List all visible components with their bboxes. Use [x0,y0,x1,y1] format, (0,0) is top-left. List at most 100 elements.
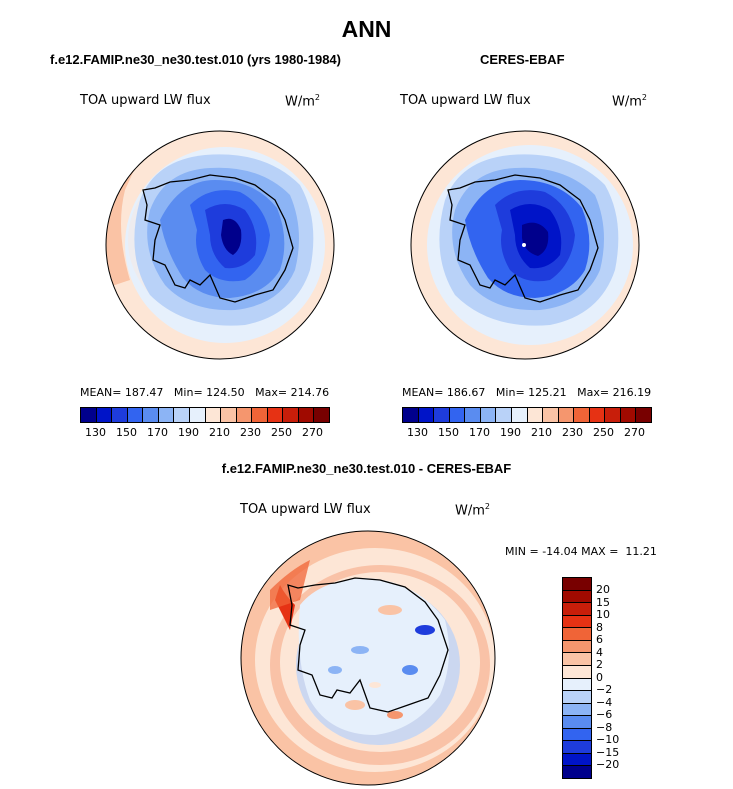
colorbar-swatch [563,578,591,591]
colorbar-swatch [205,408,222,422]
colorbar-swatch [563,741,591,754]
colorbar-swatch [221,408,237,422]
colorbar-swatch [298,408,315,422]
colorbar-swatch [563,691,591,704]
diff-units-label: W/m2 [455,502,490,519]
colorbar-swatch [127,408,144,422]
colorbar-tick-label: 6 [596,633,603,646]
colorbar-swatch [236,408,253,422]
colorbar-tick-label: 270 [624,426,645,439]
colorbar-swatch [563,703,591,717]
model-polar-map [105,130,335,360]
model-units-label: W/m2 [285,93,320,110]
colorbar-tick-label: 130 [407,426,428,439]
colorbar-swatch [563,716,591,729]
colorbar-tick-label: 210 [531,426,552,439]
colorbar-tick-label: 2 [596,658,603,671]
colorbar-tick-label: −4 [596,695,613,709]
colorbar-swatch [563,640,591,654]
colorbar-swatch [563,653,591,666]
colorbar-tick-label: 250 [593,426,614,439]
colorbar-tick-label: −20 [596,758,620,771]
colorbar-swatch [563,753,591,767]
colorbar-tick-label: −2 [596,683,613,696]
colorbar-swatch [112,408,128,422]
colorbar-tick-label: 190 [178,426,199,439]
colorbar-tick-label: 190 [500,426,521,439]
colorbar-tick-label: 8 [596,620,603,634]
colorbar-swatch [558,408,575,422]
diff-colorbar [562,577,592,779]
colorbar-tick-label: 170 [469,426,490,439]
colorbar-tick-label: −8 [596,720,613,734]
colorbar-swatch [511,408,528,422]
colorbar-tick-label: 270 [302,426,323,439]
colorbar-swatch [283,408,299,422]
colorbar-swatch [563,665,591,679]
colorbar-swatch [434,408,450,422]
colorbar-swatch [563,728,591,742]
colorbar-swatch [563,615,591,629]
colorbar-tick-label: −15 [596,745,620,759]
colorbar-tick-label: 15 [596,595,610,609]
diff-colorbar-ticks: 20 15 10 8 6 4 2 0 −2 −4 −6 −8 −10 −15 −20 [596,577,636,777]
obs-panel-title: CERES-EBAF [480,52,565,67]
colorbar-swatch [563,628,591,641]
diff-panel-title: f.e12.FAMIP.ne30_ne30.test.010 - CERES-E… [221,461,512,476]
diff-stats: MIN = -14.04 MAX = 11.21 [505,545,657,558]
obs-units-label: W/m2 [612,93,647,110]
colorbar-swatch [174,408,190,422]
colorbar-swatch [418,408,435,422]
colorbar-swatch [252,408,268,422]
colorbar-swatch [605,408,621,422]
colorbar-swatch [527,408,544,422]
colorbar-swatch [189,408,206,422]
colorbar-swatch [314,408,329,422]
model-stats: MEAN= 187.47 Min= 124.50 Max= 214.76 [80,386,330,399]
colorbar-swatch [543,408,559,422]
colorbar-tick-label: 4 [596,645,603,659]
page-title: ANN [341,16,392,42]
colorbar-swatch [563,678,591,692]
colorbar-swatch [267,408,284,422]
diff-polar-map [240,530,496,786]
colorbar-swatch [143,408,159,422]
colorbar-swatch [465,408,481,422]
colorbar-swatch [589,408,606,422]
obs-polar-map [410,130,640,360]
colorbar-tick-label: 10 [596,608,610,621]
colorbar-tick-label: 150 [116,426,137,439]
colorbar-swatch [636,408,651,422]
diff-variable-label: TOA upward LW flux [240,502,371,517]
colorbar-tick-label: 210 [209,426,230,439]
model-panel-title: f.e12.FAMIP.ne30_ne30.test.010 (yrs 1980… [50,52,341,67]
colorbar-tick-label: −6 [596,708,613,721]
colorbar-swatch [496,408,512,422]
obs-colorbar-ticks: 130 150 170 190 210 230 250 270 [402,426,650,440]
colorbar-tick-label: 230 [240,426,261,439]
colorbar-swatch [96,408,113,422]
colorbar-swatch [563,766,591,778]
colorbar-tick-label: 250 [271,426,292,439]
model-variable-label: TOA upward LW flux [80,93,211,108]
model-colorbar [80,407,330,423]
colorbar-tick-label: −10 [596,733,620,746]
colorbar-swatch [403,408,419,422]
obs-colorbar [402,407,652,423]
colorbar-swatch [574,408,590,422]
colorbar-swatch [480,408,497,422]
colorbar-swatch [158,408,175,422]
colorbar-swatch [563,590,591,604]
obs-stats: MEAN= 186.67 Min= 125.21 Max= 216.19 [402,386,652,399]
colorbar-swatch [563,603,591,616]
colorbar-tick-label: 130 [85,426,106,439]
colorbar-swatch [449,408,466,422]
colorbar-tick-label: 0 [596,670,603,684]
colorbar-tick-label: 150 [438,426,459,439]
colorbar-tick-label: 170 [147,426,168,439]
model-colorbar-ticks: 130 150 170 190 210 230 250 270 [80,426,328,440]
colorbar-swatch [81,408,97,422]
colorbar-tick-label: 20 [596,583,610,596]
colorbar-swatch [620,408,637,422]
obs-variable-label: TOA upward LW flux [400,93,531,108]
